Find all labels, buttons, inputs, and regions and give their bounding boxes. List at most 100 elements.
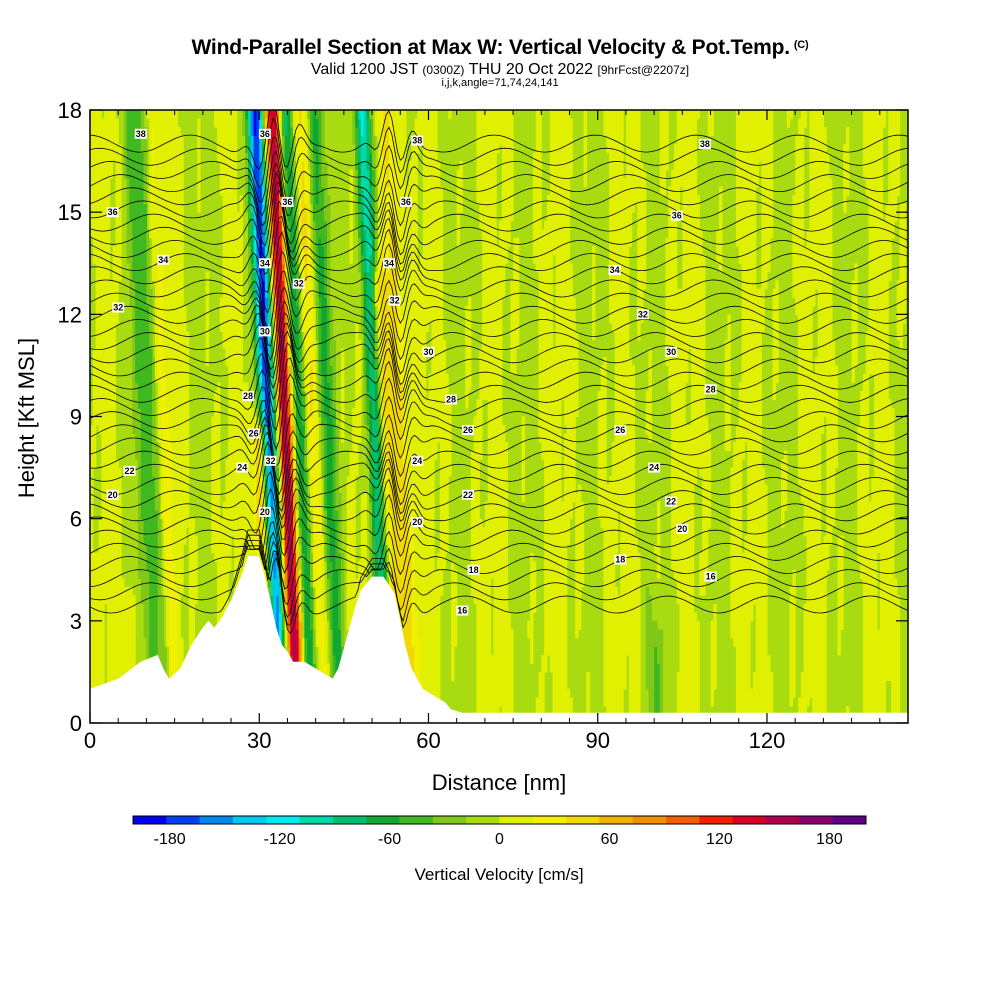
w-cell [583, 110, 588, 188]
x-tick-label: 30 [247, 728, 271, 753]
w-cell [231, 110, 235, 537]
w-cell [377, 118, 382, 264]
w-cell [267, 110, 272, 128]
w-cell [329, 561, 334, 630]
w-cell [264, 484, 269, 511]
w-cell [222, 110, 226, 349]
w-cell [355, 110, 359, 128]
w-cell [284, 569, 289, 588]
w-cell [357, 203, 362, 239]
w-cell [321, 535, 325, 622]
w-cell [569, 118, 573, 179]
contour-label-bg [399, 196, 412, 207]
colorbar-swatch [532, 816, 567, 824]
w-cell [185, 331, 190, 528]
w-cell [656, 501, 661, 579]
w-cell [264, 220, 269, 230]
contour-label: 32 [388, 295, 401, 306]
w-cell [487, 110, 492, 723]
w-cell [716, 229, 720, 264]
w-cell [301, 390, 305, 426]
contour-label: 38 [134, 128, 147, 139]
w-cell [253, 178, 258, 205]
w-cell [569, 263, 573, 520]
w-cell [394, 161, 399, 256]
w-cell [262, 152, 266, 171]
w-cell [372, 535, 376, 579]
w-cell [216, 382, 221, 723]
w-cell [146, 569, 150, 723]
contour-label-bg [258, 258, 271, 269]
w-cell [764, 484, 768, 723]
w-cell [532, 561, 537, 613]
w-cell [276, 459, 280, 469]
w-cell [250, 212, 255, 239]
colorbar-tick-label: 120 [706, 831, 733, 848]
w-cell [259, 348, 263, 367]
theta-contour-line [90, 182, 908, 256]
w-cell [786, 110, 791, 128]
y-tick-label: 0 [70, 711, 82, 736]
w-cell [281, 629, 286, 647]
w-cell [628, 110, 633, 247]
w-cell [101, 118, 105, 723]
w-cell [544, 220, 548, 673]
w-cell [888, 110, 892, 281]
contour-label: 36 [258, 128, 271, 139]
w-cell [259, 161, 263, 188]
w-cell [278, 586, 283, 613]
contour-label-bg [382, 258, 396, 269]
w-cell [374, 356, 379, 384]
contour-label: 26 [614, 425, 627, 436]
contour-label-text: 36 [401, 197, 411, 207]
contour-label-bg [665, 346, 678, 357]
w-cell [377, 280, 382, 298]
w-cell [315, 203, 320, 281]
w-cell [304, 144, 308, 205]
w-cell [273, 297, 277, 315]
w-cell [324, 220, 328, 298]
w-cell [273, 263, 277, 290]
w-cell [171, 552, 176, 723]
contour-label: 32 [636, 309, 649, 320]
w-cell [685, 425, 689, 723]
w-cell [879, 110, 884, 723]
contour-label-bg [241, 391, 255, 402]
w-cell [267, 459, 272, 494]
w-cell [304, 348, 308, 392]
colorbar-swatch [466, 816, 500, 824]
contour-label-bg [106, 489, 119, 500]
w-cell [267, 339, 272, 367]
w-cell [651, 620, 655, 723]
w-cell [420, 110, 424, 145]
w-cell [171, 110, 176, 554]
w-cell [259, 450, 263, 486]
w-cell [245, 152, 249, 213]
w-cell [479, 110, 483, 230]
contour-label: 20 [411, 517, 424, 528]
w-cell [278, 161, 283, 179]
w-cell [278, 612, 283, 647]
w-cell [298, 586, 303, 605]
w-cell [685, 110, 689, 384]
w-cell [659, 629, 664, 723]
w-cell [267, 365, 272, 392]
chart-subtitle: Valid 1200 JST (0300Z) THU 20 Oct 2022 [… [0, 61, 1000, 79]
w-cell [262, 280, 266, 332]
w-cell [383, 169, 387, 273]
w-cell [250, 263, 255, 298]
w-cell [281, 212, 286, 230]
theta-contour-line [90, 171, 908, 245]
theta-contour-labels: 38 36 34 32 22 20 36 36 34 32 30 28 26 24 32 20 38 36 34 32… [106, 128, 717, 616]
w-cell [270, 110, 274, 171]
w-cell [211, 416, 215, 554]
w-cell [699, 552, 703, 596]
w-cell [295, 629, 300, 665]
theta-contour-line [90, 506, 908, 575]
w-cell [273, 382, 277, 392]
w-cell [270, 510, 274, 545]
w-cell [383, 110, 387, 171]
w-cell [259, 484, 263, 571]
w-cell [428, 110, 432, 324]
w-cell [380, 246, 384, 273]
